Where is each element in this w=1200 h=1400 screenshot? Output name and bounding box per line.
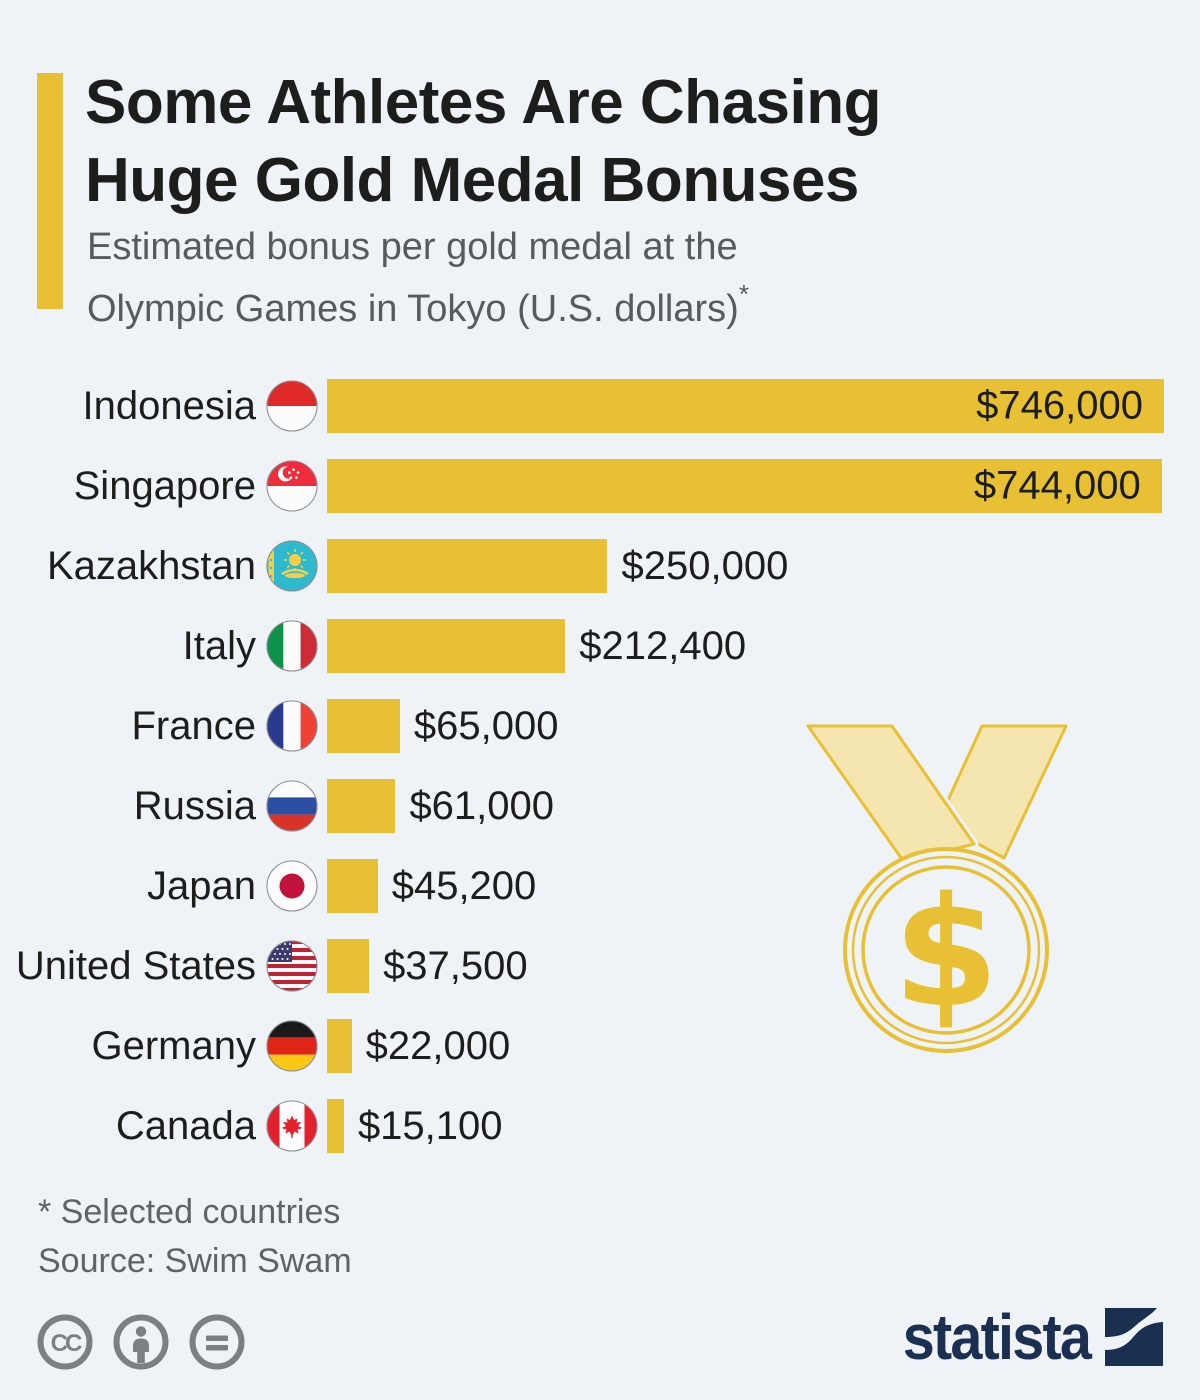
subtitle-line-1: Estimated bonus per gold medal at the xyxy=(87,226,738,268)
gold-medal-illustration: $ xyxy=(788,710,1108,1082)
bar-track: $22,000 xyxy=(327,1019,1164,1073)
flag-kazakhstan-icon xyxy=(266,540,318,592)
footnote-marker: * xyxy=(738,279,749,309)
value-label: $45,200 xyxy=(391,863,537,908)
branding[interactable]: statista xyxy=(882,1300,1163,1374)
country-label: Italy xyxy=(182,623,256,668)
bar-track: $15,100 xyxy=(327,1099,1164,1153)
value-label: $250,000 xyxy=(621,543,789,588)
flag-indonesia-icon xyxy=(266,380,318,432)
bar-track: $744,000 xyxy=(327,459,1164,513)
bar-row: Germany $22,000 xyxy=(0,1006,1164,1086)
license-icons: CC xyxy=(37,1314,245,1370)
bar-row: Russia $61,000 xyxy=(0,766,1164,846)
bar-row: France $65,000 xyxy=(0,686,1164,766)
bar-track: $250,000 xyxy=(327,539,1164,593)
flag-russia-icon xyxy=(266,780,318,832)
source-line: Source: Swim Swam xyxy=(38,1242,352,1280)
country-label: Canada xyxy=(115,1103,256,1148)
bar-row: Italy $212,400 xyxy=(0,606,1164,686)
bar-row: Singapore $744,000 xyxy=(0,446,1164,526)
no-derivatives-icon[interactable] xyxy=(189,1314,245,1370)
flag-canada-icon xyxy=(266,1100,318,1152)
statista-logo-icon xyxy=(1105,1308,1163,1366)
country-label: Japan xyxy=(147,863,256,908)
value-bar xyxy=(327,699,400,753)
value-bar xyxy=(327,1099,344,1153)
flag-singapore-icon xyxy=(266,460,318,512)
title-accent-bar xyxy=(37,73,63,309)
bar-row: Canada $15,100 xyxy=(0,1086,1164,1166)
bar-row: Indonesia $746,000 xyxy=(0,366,1164,446)
bar-row: Japan $45,200 xyxy=(0,846,1164,926)
country-label: France xyxy=(131,703,257,748)
flag-italy-icon xyxy=(266,620,318,672)
flag-france-icon xyxy=(266,700,318,752)
medal-icon: $ xyxy=(803,721,1068,1053)
country-label: Kazakhstan xyxy=(46,543,256,588)
flag-germany-icon xyxy=(266,1020,318,1072)
bar-track: $61,000 xyxy=(327,779,1164,833)
value-label: $65,000 xyxy=(413,703,559,748)
value-label: $37,500 xyxy=(383,943,528,988)
value-label: $212,400 xyxy=(579,623,747,668)
bar-track: $37,500 xyxy=(327,939,1164,993)
chart-subtitle: Estimated bonus per gold medal at the Ol… xyxy=(87,224,749,333)
value-label: $61,000 xyxy=(409,783,555,828)
country-label: Indonesia xyxy=(82,383,256,428)
country-label: Singapore xyxy=(73,463,256,508)
value-label: $22,000 xyxy=(365,1023,511,1068)
value-bar xyxy=(327,539,608,593)
bar-track: $212,400 xyxy=(327,619,1164,673)
page-title: Some Athletes Are Chasing Huge Gold Meda… xyxy=(85,64,881,220)
bar-track: $45,200 xyxy=(327,859,1164,913)
value-bar: $746,000 xyxy=(327,379,1164,433)
value-bar xyxy=(327,779,396,833)
title-line-2: Huge Gold Medal Bonuses xyxy=(85,146,859,215)
bar-track: $746,000 xyxy=(327,379,1164,433)
bar-track: $65,000 xyxy=(327,699,1164,753)
country-label: Germany xyxy=(91,1023,257,1068)
flag-united-states-icon xyxy=(266,940,318,992)
bar-row: Kazakhstan $250,000 xyxy=(0,526,1164,606)
flag-japan-icon xyxy=(266,860,318,912)
value-bar xyxy=(327,1019,352,1073)
footnotes: * Selected countries Source: Swim Swam xyxy=(38,1188,352,1286)
statista-logo-text: statista xyxy=(902,1301,1092,1373)
svg-text:CC: CC xyxy=(51,1330,82,1357)
country-label: United States xyxy=(15,943,256,988)
value-label: $744,000 xyxy=(973,463,1141,508)
country-label: Russia xyxy=(133,783,256,828)
value-bar xyxy=(327,619,566,673)
value-bar: $744,000 xyxy=(327,459,1162,513)
dollar-sign: $ xyxy=(893,864,999,1041)
bar-chart: Indonesia $746,000 Singapore xyxy=(0,366,1164,1166)
cc-icon[interactable]: CC xyxy=(37,1314,93,1370)
value-label: $15,100 xyxy=(357,1103,503,1148)
attribution-icon[interactable] xyxy=(113,1314,169,1370)
bar-row: United States $37,500 xyxy=(0,926,1164,1006)
title-line-1: Some Athletes Are Chasing xyxy=(85,68,881,137)
subtitle-line-2: Olympic Games in Tokyo (U.S. dollars) xyxy=(87,288,739,330)
value-label: $746,000 xyxy=(976,383,1143,428)
footnote-selected-countries: * Selected countries xyxy=(38,1193,341,1231)
value-bar xyxy=(327,859,378,913)
value-bar xyxy=(327,939,370,993)
